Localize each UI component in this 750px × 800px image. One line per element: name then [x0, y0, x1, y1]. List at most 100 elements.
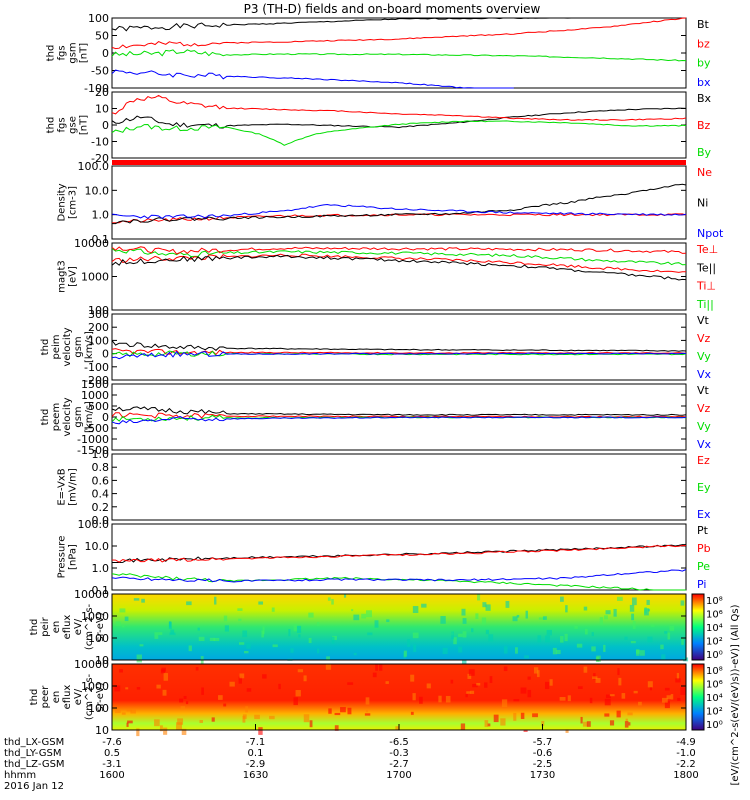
spectrogram-cell — [158, 632, 163, 635]
y-axis-label: [nT] — [79, 43, 90, 63]
spectrogram-cell — [559, 697, 566, 701]
spectrogram-cell — [331, 598, 334, 605]
spectrogram-cell — [484, 682, 488, 688]
colorbar-tick-label: 10⁴ — [706, 623, 723, 634]
y-tick-label: 10.0 — [85, 184, 110, 197]
spectrogram-cell — [546, 629, 552, 636]
series-line-Vx — [111, 415, 687, 425]
x-row-label: hhmm — [4, 770, 36, 781]
spectrogram-cell — [609, 694, 615, 697]
y-axis-label: [nT] — [79, 115, 90, 135]
spectrogram-cell — [238, 676, 242, 684]
spectrogram-cell — [616, 710, 621, 718]
spectrogram-cell — [470, 690, 475, 694]
spectrogram-cell — [262, 626, 265, 635]
spectrogram-cell — [258, 727, 263, 735]
spectrogram — [112, 594, 686, 660]
spectrogram-cell — [238, 618, 242, 622]
spectrogram-cell — [297, 669, 304, 673]
y-axis-label: thd — [40, 409, 51, 426]
y-axis-label: fgs — [57, 45, 68, 60]
x-row-label: 2016 Jan 12 — [4, 781, 64, 792]
spectrogram-cell — [183, 695, 187, 700]
spectrogram-cell — [493, 714, 499, 723]
spectrogram-cell — [328, 708, 332, 714]
series-line-Vt — [111, 406, 687, 416]
spectrogram-cell — [565, 605, 568, 613]
spectrogram-cell — [127, 720, 133, 724]
spectrogram-cell — [242, 630, 248, 638]
y-tick-label: 1000 — [81, 271, 109, 284]
spectrogram-cell — [647, 681, 653, 688]
spectrogram-cell — [462, 618, 467, 624]
spectrogram-cell — [223, 703, 227, 707]
y-axis-label: thd — [46, 45, 57, 62]
spectrogram-cell — [549, 679, 553, 686]
spectrogram-cell — [309, 720, 313, 728]
spectrogram-cell — [632, 621, 636, 629]
spectrogram-cell — [532, 713, 538, 718]
legend-entry: Npot — [697, 227, 724, 240]
y-axis-label: gse — [68, 116, 79, 134]
panel-10: 10000 1000 100 10 thd peer en eflux eV/(cm^2-s-s… — [29, 658, 687, 737]
spectrogram-cell — [298, 634, 301, 638]
y-tick-label: -100 — [84, 82, 109, 95]
spectrogram-cell — [591, 646, 596, 652]
legend-entry: Bz — [697, 119, 711, 132]
spectrogram-cell — [170, 629, 175, 634]
spectrogram-cell — [364, 713, 371, 716]
spectrogram-cell — [604, 713, 610, 717]
x-tick-label: -6.5 — [389, 737, 409, 748]
y-axis-label: eflux — [62, 615, 73, 640]
spectrogram-cell — [130, 709, 136, 714]
y-tick-label: 1.0 — [92, 562, 110, 575]
x-tick-label: -2.5 — [533, 759, 553, 770]
spectrogram-cell — [458, 633, 463, 637]
series-line-Vz — [111, 348, 687, 356]
spectrogram-cell — [482, 602, 487, 608]
legend-entry: by — [697, 57, 711, 70]
spectrogram-cell — [308, 612, 314, 618]
spectrogram-cell — [180, 706, 186, 710]
y-tick-label: 100 — [88, 12, 109, 25]
legend-entry: Vx — [697, 368, 712, 381]
spectrogram-cell — [326, 656, 330, 661]
spectrogram-cell — [121, 712, 126, 715]
spectrogram-cell — [159, 725, 163, 732]
y-tick-label: 1.0 — [92, 209, 110, 222]
spectrogram-cell — [218, 695, 223, 700]
y-tick-label: 200 — [88, 321, 109, 334]
panel-2: 20 10 0 -10 -20 thd fgs gse [nT] Bx Bz By — [46, 86, 712, 165]
spectrogram-cell — [271, 607, 275, 612]
spectrogram-cell — [461, 659, 467, 667]
x-tick-label: -3.1 — [102, 759, 122, 770]
series-line-by — [111, 49, 687, 62]
spectrogram-cell — [676, 672, 680, 680]
series-line-Pe — [111, 573, 686, 591]
y-tick-label: -1000 — [77, 433, 109, 446]
spectrogram-cell — [485, 604, 491, 611]
legend-entry: Pe — [697, 560, 710, 573]
x-tick-label: 1630 — [243, 770, 268, 781]
spectrogram-cell — [515, 647, 518, 654]
spectrogram-cell — [661, 654, 666, 660]
panel-frame — [111, 453, 687, 521]
legend-entry: Pi — [697, 578, 706, 591]
panel-frame — [111, 593, 687, 661]
spectrogram-cell — [675, 678, 681, 683]
legend-entry: Ti|| — [696, 298, 714, 311]
spectrogram-cell — [527, 689, 532, 698]
y-axis-label: thd — [46, 117, 57, 134]
y-tick-label: 0.0 — [92, 514, 110, 527]
y-tick-label: -1500 — [77, 444, 109, 457]
x-tick-label: 0.1 — [248, 748, 264, 759]
spectrogram-cell — [481, 617, 487, 625]
x-tick-label: -0.6 — [533, 748, 553, 759]
series-line-Ni — [112, 183, 687, 225]
y-axis-label: velocity — [62, 327, 73, 366]
spectrogram-cell — [366, 610, 372, 618]
y-tick-label: 100 — [88, 702, 109, 715]
y-axis-label: [km/s] — [84, 331, 95, 363]
spectrogram-cell — [609, 720, 615, 726]
